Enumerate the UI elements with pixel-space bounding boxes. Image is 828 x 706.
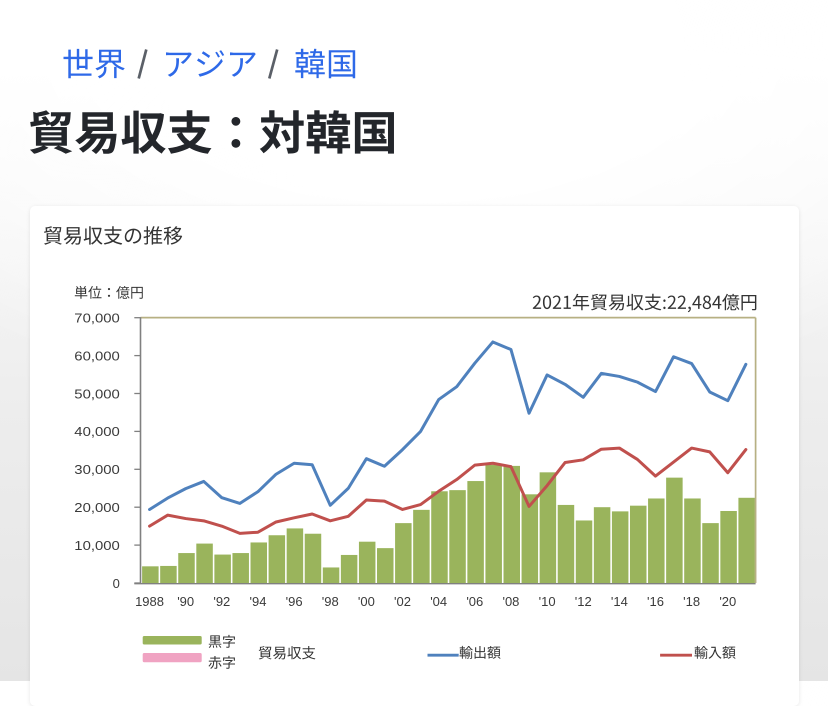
svg-text:50,000: 50,000 (74, 386, 120, 401)
svg-text:'20: '20 (719, 594, 736, 609)
svg-text:'02: '02 (394, 594, 411, 609)
svg-text:'94: '94 (249, 594, 266, 609)
svg-text:'12: '12 (575, 594, 592, 609)
svg-text:'06: '06 (466, 594, 483, 609)
svg-text:40,000: 40,000 (74, 424, 120, 439)
svg-text:10,000: 10,000 (74, 538, 120, 553)
svg-text:20,000: 20,000 (74, 500, 120, 515)
svg-text:'90: '90 (177, 594, 194, 609)
svg-text:'18: '18 (683, 594, 700, 609)
svg-text:'00: '00 (358, 594, 375, 609)
svg-text:0: 0 (113, 576, 120, 591)
svg-text:'04: '04 (430, 594, 447, 609)
svg-text:'08: '08 (502, 594, 519, 609)
svg-text:'92: '92 (213, 594, 230, 609)
svg-text:'10: '10 (539, 594, 556, 609)
svg-text:30,000: 30,000 (74, 462, 120, 477)
svg-text:'16: '16 (647, 594, 664, 609)
svg-text:70,000: 70,000 (74, 311, 120, 326)
svg-text:'98: '98 (322, 594, 339, 609)
svg-text:'96: '96 (286, 594, 303, 609)
svg-text:1988: 1988 (135, 594, 164, 609)
svg-text:'14: '14 (611, 594, 628, 609)
svg-text:60,000: 60,000 (74, 348, 120, 363)
